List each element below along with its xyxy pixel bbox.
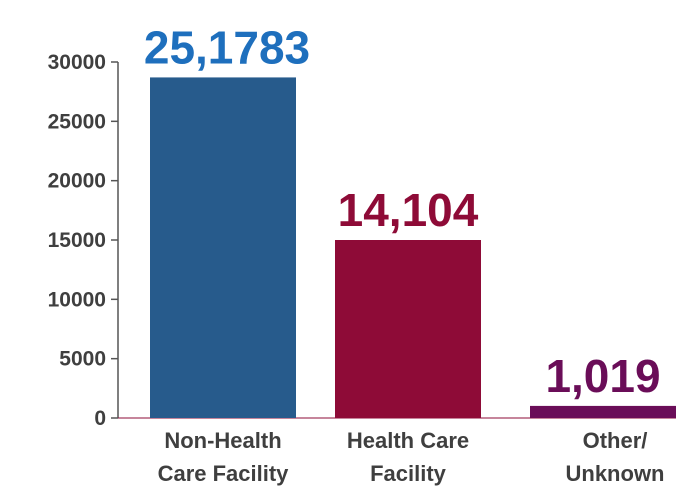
data-labels: 25,1783 14,104 1,019: [144, 21, 661, 401]
y-tick-label: 0: [94, 407, 106, 430]
bar: [335, 240, 481, 418]
bars: [150, 77, 676, 418]
data-label: 14,104: [338, 184, 479, 236]
category-label: Facility: [370, 461, 447, 486]
category-label: Unknown: [566, 461, 665, 486]
y-tick-label: 25000: [48, 110, 106, 133]
category-label: Care Facility: [158, 461, 290, 486]
category-label: Other/: [583, 428, 648, 453]
category-label: Non-Health: [164, 428, 281, 453]
y-tick-label: 20000: [48, 170, 106, 193]
data-label: 1,019: [545, 350, 660, 402]
y-tick-label: 30000: [48, 51, 106, 74]
y-tick-label: 5000: [59, 348, 106, 371]
y-axis: 0 5000 10000 15000 20000 25000 30000: [48, 51, 676, 430]
y-tick-label: 10000: [48, 288, 106, 311]
bar: [150, 77, 296, 418]
y-tick-label: 15000: [48, 229, 106, 252]
category-labels: Non-Health Care Facility Health Care Facili…: [158, 428, 665, 486]
category-label: Health Care: [347, 428, 469, 453]
data-label: 25,1783: [144, 21, 310, 73]
bar: [530, 405, 676, 418]
